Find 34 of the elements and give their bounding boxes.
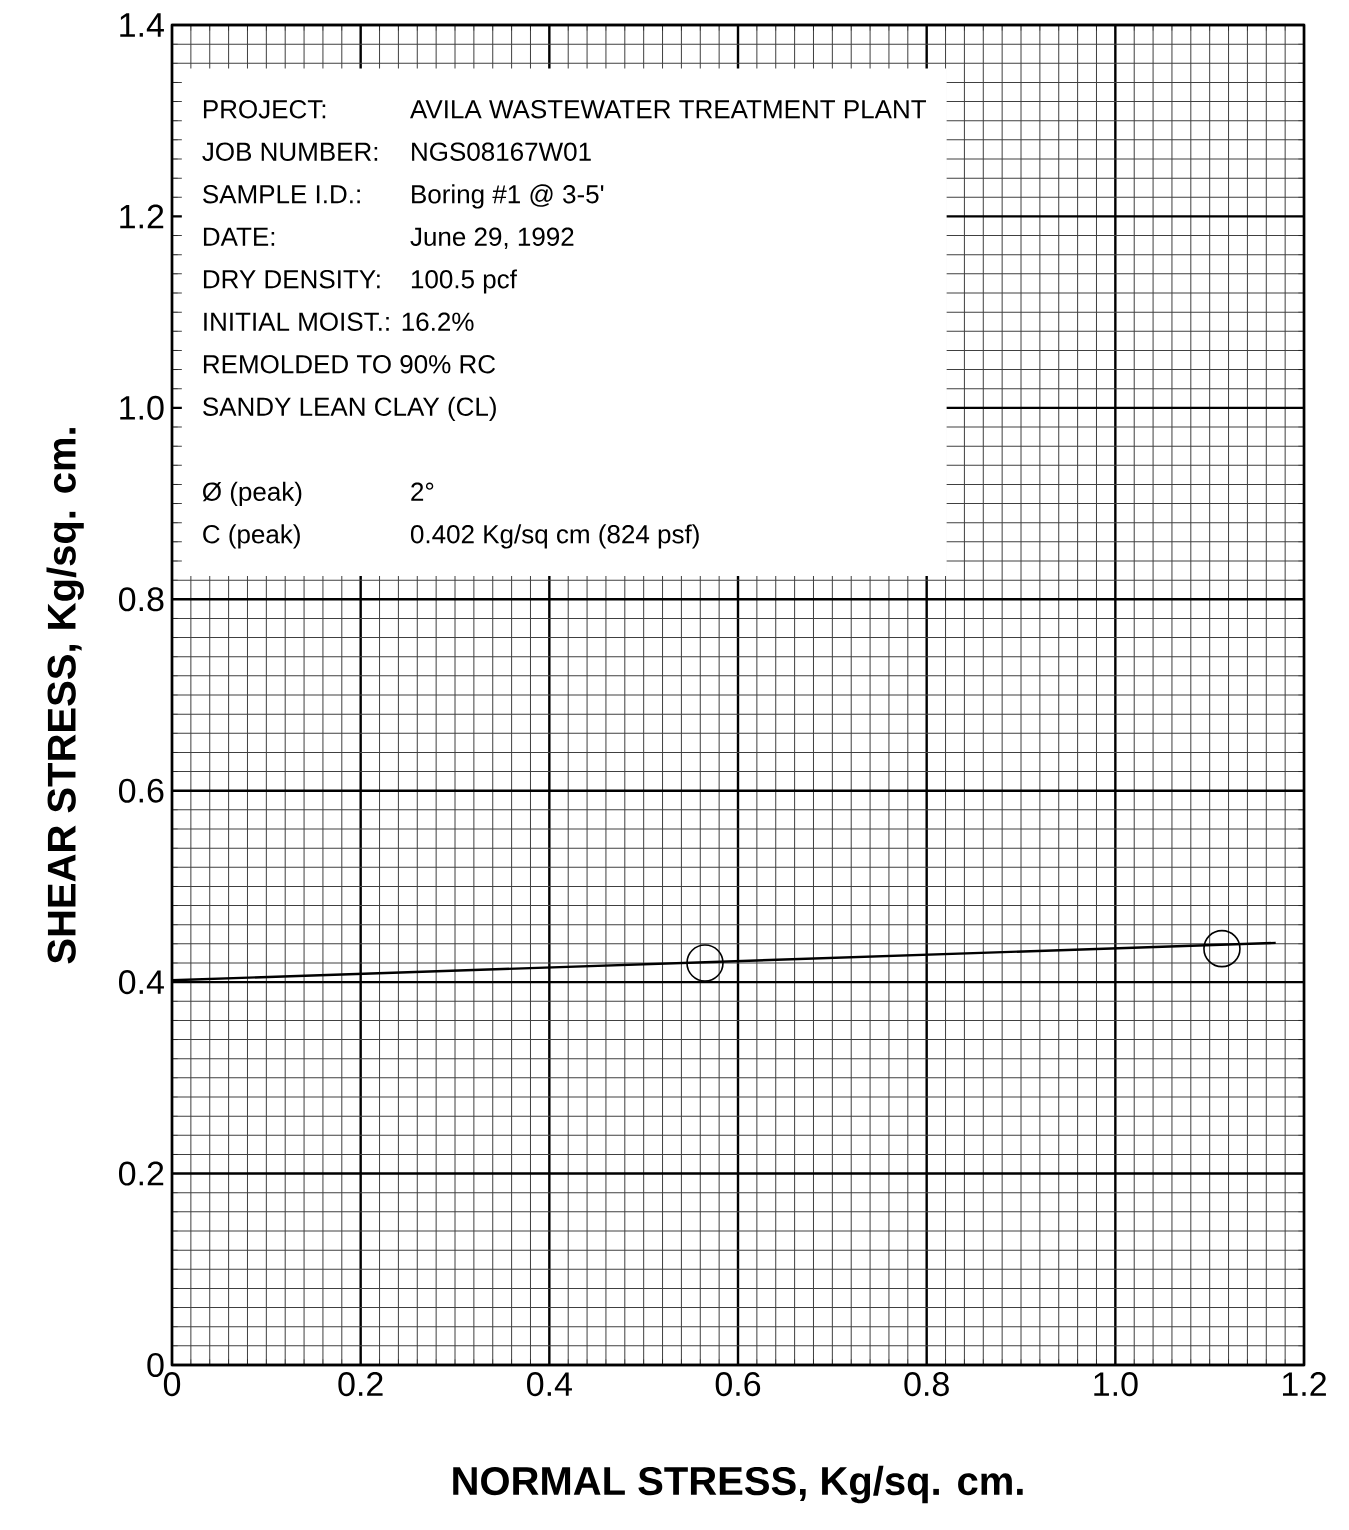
annotation: INITIAL MOIST.: 16.2% bbox=[204, 312, 474, 331]
annotation: AVILA WASTEWATER TREATMENT PLANT bbox=[410, 100, 927, 119]
y-tick-label: 1.4 bbox=[120, 13, 164, 37]
annotation: DATE: bbox=[203, 227, 275, 246]
annotation: NGS08167W01 bbox=[412, 142, 591, 161]
x-tick-label: 1.2 bbox=[1282, 1372, 1326, 1396]
x-tick-label: 0.8 bbox=[904, 1372, 949, 1397]
annotation: C (peak) bbox=[203, 524, 300, 549]
y-tick-label: 1.0 bbox=[120, 395, 164, 420]
annotation: 2° bbox=[411, 482, 434, 501]
annotation: 100.5 pcf bbox=[411, 269, 517, 294]
x-axis-title: NORMAL STRESS, Kg/sq. cm. bbox=[453, 1465, 1023, 1504]
annotation: JOB NUMBER: bbox=[202, 142, 378, 161]
y-tick-label: 0.6 bbox=[118, 778, 164, 803]
annotation: DRY DENSITY: bbox=[203, 270, 380, 289]
y-tick-label: 0.4 bbox=[118, 970, 164, 995]
annotation: REMOLDED TO 90% RC bbox=[203, 355, 496, 374]
annotation: SAMPLE I.D.: bbox=[203, 185, 360, 204]
x-tick-label: 0.6 bbox=[715, 1372, 761, 1397]
y-tick-label: 0 bbox=[147, 1352, 164, 1378]
annotation: SANDY LEAN CLAY (CL) bbox=[203, 396, 496, 422]
annotation: June 29, 1992 bbox=[410, 227, 574, 250]
x-tick-label: 0.4 bbox=[527, 1372, 572, 1397]
y-axis-title: SHEAR STRESS, Kg/sq. cm. bbox=[46, 428, 84, 964]
annotation: PROJECT: bbox=[203, 100, 326, 119]
annotation: Ø (peak) bbox=[202, 481, 302, 507]
y-tick-label: 0.8 bbox=[118, 587, 164, 612]
y-tick-label: 0.2 bbox=[118, 1161, 164, 1186]
y-tick-label: 1.2 bbox=[120, 204, 164, 229]
x-tick-label: 0.2 bbox=[338, 1372, 383, 1397]
annotation: Boring #1 @ 3-5' bbox=[412, 184, 604, 209]
x-tick-label: 1.0 bbox=[1094, 1372, 1138, 1397]
x-tick-label: 0 bbox=[163, 1372, 181, 1397]
annotation: 0.402 Kg/sq cm (824 psf) bbox=[410, 524, 699, 549]
